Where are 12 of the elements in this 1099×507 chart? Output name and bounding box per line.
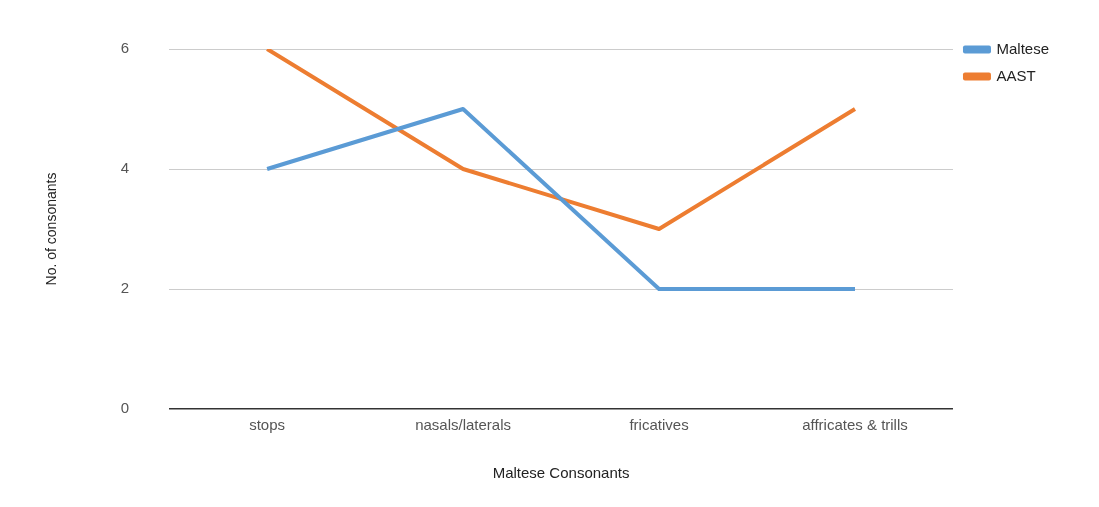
y-tick-label: 6 bbox=[120, 39, 130, 57]
x-tick-label: stops bbox=[249, 416, 286, 434]
y-axis-title: No. of consonants bbox=[43, 172, 60, 286]
x-tick-label: fricatives bbox=[629, 416, 689, 434]
y-tick-label: 2 bbox=[120, 279, 130, 297]
legend-label: Maltese bbox=[996, 39, 1050, 57]
y-tick-label: 0 bbox=[120, 399, 130, 417]
x-axis-title: Maltese Consonants bbox=[492, 464, 630, 482]
y-tick-label: 4 bbox=[120, 159, 130, 177]
x-tick-label: affricates & trills bbox=[802, 416, 908, 434]
x-tick-label: nasals/laterals bbox=[415, 416, 512, 434]
legend-label: AAST bbox=[996, 66, 1036, 84]
